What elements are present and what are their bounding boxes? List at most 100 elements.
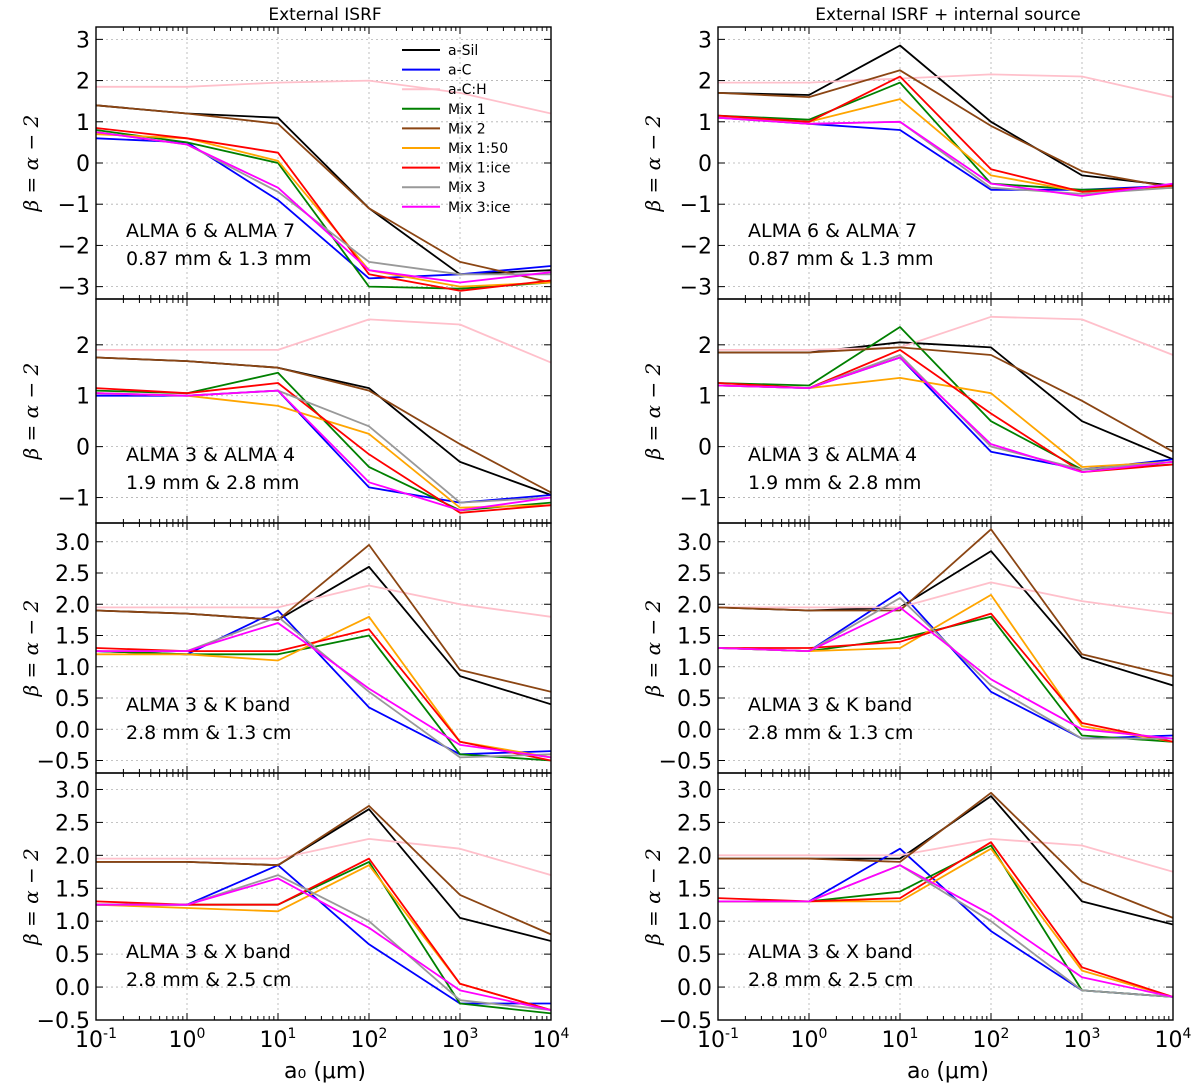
- y-tick-label: −3: [58, 276, 90, 301]
- y-tick-label: 3.0: [677, 778, 712, 803]
- panel-annotation-band: ALMA 3 & K band: [748, 694, 912, 716]
- y-axis-label: β = α − 2: [19, 600, 43, 698]
- legend-label-a-c: a-C: [448, 63, 472, 79]
- y-tick-label: 1.5: [677, 625, 712, 650]
- y-tick-label: 2: [76, 334, 90, 359]
- series-line-a-c-h: [718, 838, 1173, 873]
- y-tick-label: 1: [76, 111, 90, 136]
- panel-2-left: −1 0 1 2 β = α − 2 ALMA 3 & ALMA 4 1.9 mm & 2.…: [19, 298, 552, 524]
- series-line-mix-1-ice: [96, 127, 551, 292]
- series-group: [96, 544, 551, 762]
- series-group: [718, 315, 1173, 474]
- series-line-mix-2: [96, 356, 551, 494]
- series-line-a-sil: [718, 795, 1173, 926]
- series-line-mix-2: [718, 791, 1173, 919]
- y-tick-label: 0.0: [677, 718, 712, 743]
- plot-frame: [95, 772, 552, 1021]
- y-tick-label: 0.5: [677, 943, 712, 968]
- panel-annotation-band: ALMA 3 & X band: [748, 941, 913, 963]
- series-line-mix-2: [718, 528, 1173, 677]
- y-axis-label: β = α − 2: [19, 363, 43, 461]
- x-tick-label: 101: [882, 1026, 919, 1053]
- x-tick-label: 100: [791, 1026, 828, 1053]
- series-line-mix-3-ice: [718, 356, 1173, 474]
- y-tick-label: 1.0: [55, 656, 90, 681]
- legend-label-mix-1-50: Mix 1:50: [448, 141, 508, 157]
- y-tick-label: 1.0: [55, 910, 90, 935]
- y-tick-label: 3: [698, 28, 712, 53]
- y-tick-label: 2: [698, 70, 712, 95]
- y-tick-label: 0.0: [55, 976, 90, 1001]
- panel-annotation-band: ALMA 3 & K band: [126, 694, 290, 716]
- x-tick-label: 102: [351, 1026, 388, 1053]
- y-axis-label: β = α − 2: [641, 600, 665, 698]
- y-tick-label: 1: [698, 385, 712, 410]
- series-group: [96, 805, 551, 1015]
- x-tick-label: 100: [169, 1026, 206, 1053]
- panel-annotation-wavelengths: 1.9 mm & 2.8 mm: [748, 472, 921, 494]
- y-tick-label: 0: [698, 152, 712, 177]
- series-line-a-c-h: [96, 584, 551, 618]
- y-axis-label: β = α − 2: [19, 848, 43, 946]
- y-tick-label: 2.5: [55, 562, 90, 587]
- series-line-mix-3: [718, 116, 1173, 195]
- y-tick-label: 2.0: [55, 593, 90, 618]
- series-line-a-c-h: [718, 73, 1173, 98]
- series-line-mix-2: [96, 104, 551, 284]
- series-line-mix-3-ice: [96, 622, 551, 759]
- series-line-mix-2: [718, 69, 1173, 189]
- panel-1-right: −3 −2 −1 0 1 2 3 β = α − 2 ALMA 6 & ALMA 7 0.87 m…: [641, 26, 1174, 301]
- series-line-mix-3-ice: [96, 389, 551, 512]
- y-tick-label: 3: [76, 28, 90, 53]
- panel-annotation-wavelengths: 0.87 mm & 1.3 mm: [126, 248, 312, 270]
- legend-label-mix-3: Mix 3: [448, 180, 486, 196]
- y-tick-label: 1: [76, 385, 90, 410]
- series-line-mix-3-ice: [718, 864, 1173, 998]
- y-tick-label: 3.0: [55, 531, 90, 556]
- x-axis-label-right: a₀ (μm): [907, 1059, 989, 1084]
- series-line-mix-2: [96, 544, 551, 693]
- panel-3-left: −0.5 0.0 0.5 1.0 1.5 2.0 2.5 3.0 β = α − 2 ALMA 3…: [19, 522, 552, 775]
- column-title-right: External ISRF + internal source: [815, 5, 1080, 25]
- legend-label-a-sil: a-Sil: [448, 43, 478, 59]
- legend-label-mix-3-ice: Mix 3:ice: [448, 200, 511, 216]
- y-tick-label: 3.0: [677, 531, 712, 556]
- series-line-mix-1-ice: [96, 382, 551, 514]
- x-tick-label: 104: [1155, 1026, 1192, 1053]
- y-tick-label: −1: [680, 487, 712, 512]
- y-tick-label: −0.5: [37, 750, 90, 775]
- y-tick-label: 0.5: [677, 687, 712, 712]
- panel-annotation-band: ALMA 3 & ALMA 4: [748, 444, 917, 466]
- series-line-a-sil: [718, 550, 1173, 687]
- y-tick-label: 0.0: [677, 976, 712, 1001]
- series-group: [96, 318, 551, 514]
- legend-label-a-c-h: a-C:H: [448, 82, 487, 98]
- y-axis-label: β = α − 2: [641, 363, 665, 461]
- series-line-mix-1-50: [718, 594, 1173, 743]
- series-line-a-c-h: [96, 79, 551, 115]
- legend-label-mix-1: Mix 1: [448, 102, 486, 118]
- series-line-mix-3-ice: [718, 116, 1173, 197]
- y-tick-label: 0: [698, 436, 712, 461]
- series-line-a-c-h: [96, 838, 551, 876]
- panel-annotation-wavelengths: 0.87 mm & 1.3 mm: [748, 248, 934, 270]
- y-tick-label: −0.5: [659, 750, 712, 775]
- x-tick-label: 102: [973, 1026, 1010, 1053]
- y-tick-label: 0.5: [55, 943, 90, 968]
- panel-annotation-wavelengths: 2.8 mm & 2.5 cm: [748, 969, 913, 991]
- panel-1-left: −3 −2 −1 0 1 2 3 β = α − 2 ALMA 6 & ALMA 7 0.87 m…: [19, 26, 552, 301]
- series-line-mix-2: [96, 805, 551, 936]
- y-axis-label: β = α − 2: [641, 848, 665, 946]
- series-line-mix-3-ice: [96, 877, 551, 1011]
- x-tick-label: 10-1: [697, 1026, 739, 1053]
- series-line-mix-3-ice: [96, 131, 551, 284]
- y-tick-label: 2: [698, 334, 712, 359]
- y-tick-label: −2: [680, 234, 712, 259]
- series-line-mix-1: [718, 81, 1173, 191]
- panel-4-left: 10-1 100 101 102 103 104 −0.5 0.0 0.5 1.0 1.5 2.0 2.…: [19, 772, 570, 1053]
- legend: a-Sil a-C a-C:H Mix 1 Mix 2 Mix 1:50 Mix 1:ice…: [402, 43, 511, 216]
- panel-4-right: 10-1 100 101 102 103 104 −0.5 0.0 0.5 1.0 1.5 2.0 2.…: [641, 772, 1192, 1053]
- series-line-mix-3: [718, 597, 1173, 740]
- panel-annotation-band: ALMA 6 & ALMA 7: [126, 220, 295, 242]
- x-tick-label: 103: [442, 1026, 479, 1053]
